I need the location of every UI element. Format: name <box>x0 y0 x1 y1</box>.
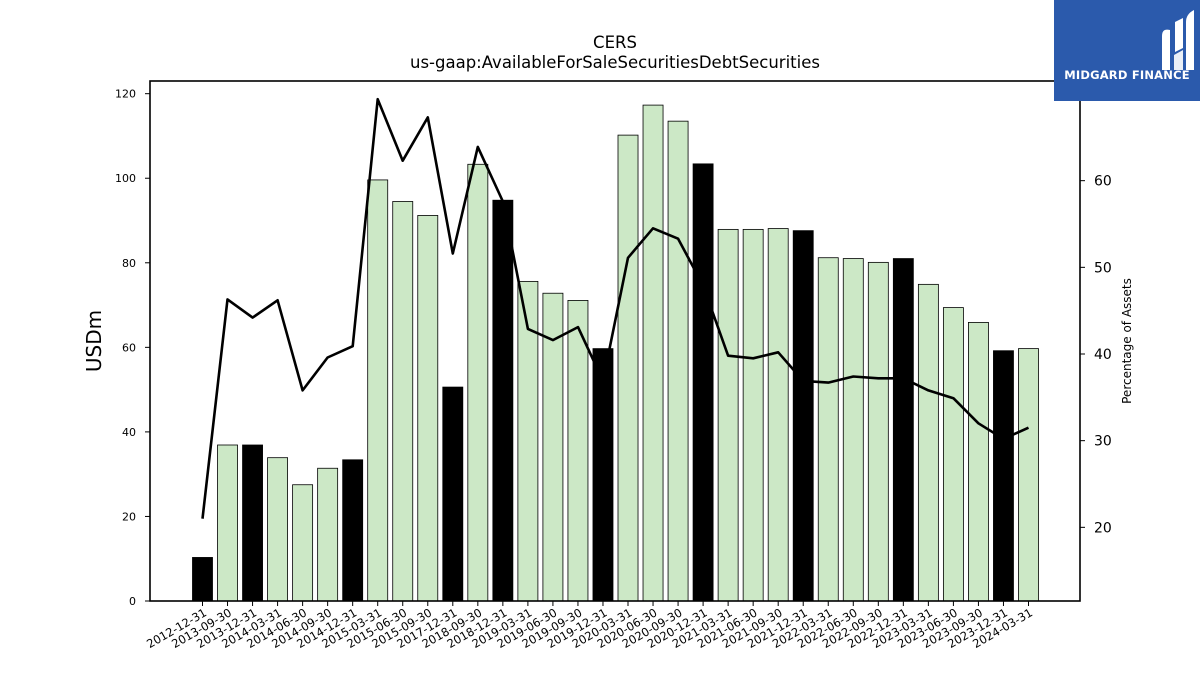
bar <box>267 457 289 602</box>
bar <box>792 230 814 602</box>
bar <box>292 484 314 602</box>
y2-tick-label: 60 <box>1094 174 1112 190</box>
plot-frame <box>149 80 1081 602</box>
y-tick-label: 0 <box>129 595 136 608</box>
bar <box>892 258 914 602</box>
bars <box>192 104 1039 602</box>
bar <box>667 120 689 602</box>
chart-title: CERS <box>593 33 637 52</box>
bar <box>392 201 414 602</box>
bar <box>1018 348 1039 602</box>
bar <box>842 258 864 602</box>
bar <box>817 257 839 602</box>
y2-tick-label: 20 <box>1094 520 1112 536</box>
bar <box>993 350 1014 602</box>
logo-text: MIDGARD FINANCE <box>1064 68 1190 82</box>
x-axis: 2012-12-312013-09-302013-12-312014-03-31… <box>144 601 1035 651</box>
bar <box>192 557 213 602</box>
bar <box>242 444 263 602</box>
y-tick-label: 40 <box>122 426 136 439</box>
chart-subtitle: us-gaap:AvailableForSaleSecuritiesDebtSe… <box>410 53 820 72</box>
bar <box>492 199 514 602</box>
y2-tick-label: 50 <box>1094 260 1112 276</box>
y2-axis-label: Percentage of Assets <box>1120 278 1134 404</box>
bar <box>767 228 789 602</box>
bar <box>692 163 714 602</box>
bar <box>742 228 764 602</box>
bar <box>417 215 439 602</box>
midgard-finance-logo: MIDGARD FINANCE <box>1054 0 1200 101</box>
bar <box>717 228 739 602</box>
bar <box>217 444 238 602</box>
bar <box>617 134 639 602</box>
bar <box>317 467 339 602</box>
bar <box>642 104 664 602</box>
bar <box>592 348 614 602</box>
bar <box>567 300 589 602</box>
midgard-logo-icon <box>1162 10 1194 71</box>
bar <box>867 261 889 602</box>
bar <box>467 163 489 602</box>
bar <box>342 459 364 602</box>
bar <box>942 307 964 602</box>
y2-axis: 203040506070 <box>1080 87 1112 536</box>
y-tick-label: 120 <box>115 88 136 101</box>
bar <box>442 386 464 602</box>
y-axis: 0 20 40 60 80 100 120 <box>115 88 150 608</box>
line-series <box>201 97 1030 519</box>
y-axis-label: USDm <box>82 310 106 372</box>
y-tick-label: 20 <box>122 510 136 523</box>
line-path <box>201 97 1030 519</box>
y-tick-label: 80 <box>122 257 136 270</box>
bar <box>917 283 939 602</box>
y-tick-label: 60 <box>122 341 136 354</box>
y2-tick-label: 30 <box>1094 434 1112 450</box>
y-tick-label: 100 <box>115 172 136 185</box>
bar <box>968 321 989 602</box>
bar <box>367 179 389 602</box>
y2-tick-label: 40 <box>1094 347 1112 363</box>
